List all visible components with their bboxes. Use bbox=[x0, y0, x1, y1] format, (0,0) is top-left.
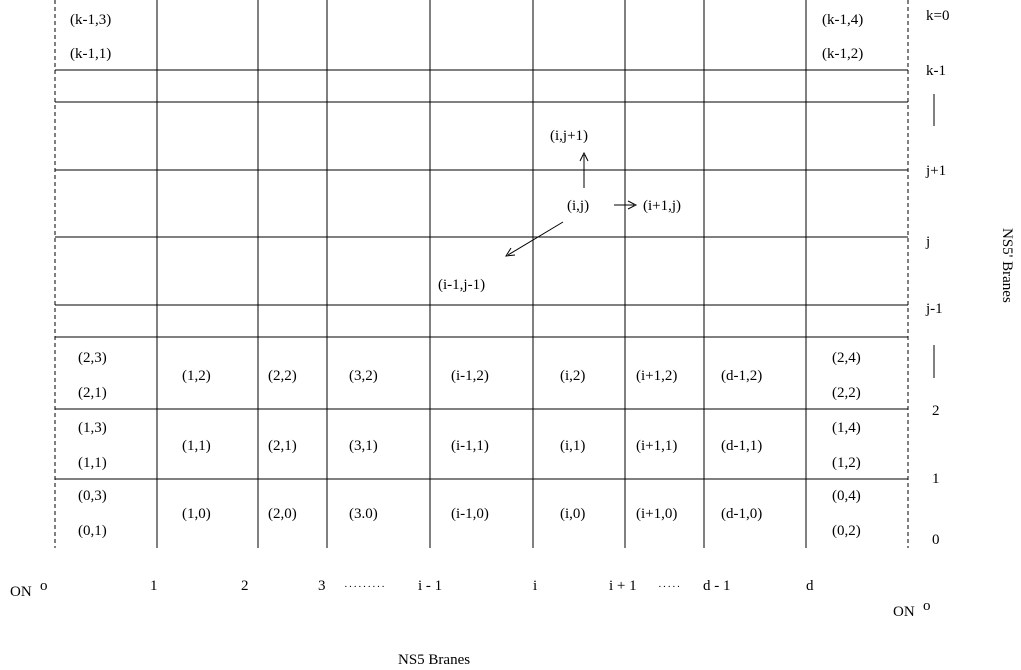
cell: (1,1) bbox=[182, 438, 211, 454]
cell: (i-1,1) bbox=[451, 438, 489, 454]
col-label-im1: i - 1 bbox=[418, 578, 442, 594]
cell: (d-1,1) bbox=[721, 438, 762, 454]
row-1: (1,3) (1,1) (1,1) (2,1) (3,1) (i-1,1) (i… bbox=[78, 420, 861, 471]
col-label-dm1: d - 1 bbox=[703, 578, 731, 594]
cell: (i+1,0) bbox=[636, 506, 677, 522]
arrow-up-icon bbox=[579, 151, 589, 188]
col-label-i: i bbox=[533, 578, 537, 594]
arrow-down-left-icon bbox=[505, 221, 564, 257]
cell-top-right-upper: (k-1,4) bbox=[822, 12, 863, 28]
cell: (0,2) bbox=[832, 523, 861, 539]
cell: (2,1) bbox=[78, 385, 107, 401]
cell: (i,2) bbox=[560, 368, 585, 384]
row-labels: k=0 k-1 j+1 j j-1 2 1 0 bbox=[925, 8, 949, 548]
row-label-jp1: j+1 bbox=[925, 163, 946, 179]
vertical-grid-lines bbox=[156, 0, 807, 548]
column-labels: ON o 1 2 3 ········· i - 1 i i + 1 ·····… bbox=[10, 578, 931, 620]
cell-right-upper: (1,4) bbox=[832, 420, 861, 436]
cell: (1,2) bbox=[832, 455, 861, 471]
cell: (3.0) bbox=[349, 506, 378, 522]
row-label-1: 1 bbox=[932, 471, 940, 487]
row-label-2: 2 bbox=[932, 403, 940, 419]
cell-right-upper: (0,4) bbox=[832, 488, 861, 504]
node-up: (i,j+1) bbox=[550, 128, 588, 144]
cell-left-upper: (2,3) bbox=[78, 350, 107, 366]
row-label-jm1: j-1 bbox=[925, 301, 943, 317]
row-label-0: 0 bbox=[932, 532, 940, 548]
row-label-k0: k=0 bbox=[926, 8, 949, 24]
right-axis-title: NS5' Branes bbox=[999, 228, 1015, 303]
cell-right-upper: (2,4) bbox=[832, 350, 861, 366]
col-label-ip1: i + 1 bbox=[609, 578, 637, 594]
cell: (2,0) bbox=[268, 506, 297, 522]
node-right: (i+1,j) bbox=[643, 198, 681, 214]
cell-top-right-lower: (k-1,2) bbox=[822, 46, 863, 62]
cell: (i,1) bbox=[560, 438, 585, 454]
on-left-label: ON bbox=[10, 584, 32, 600]
col-dots-1: ········· bbox=[344, 581, 386, 593]
cell: (3,2) bbox=[349, 368, 378, 384]
node-center: (i,j) bbox=[567, 198, 589, 214]
cell: (i,0) bbox=[560, 506, 585, 522]
row-label-km1: k-1 bbox=[926, 63, 946, 79]
node-down-left: (i-1,j-1) bbox=[438, 277, 485, 293]
cell: (d-1,2) bbox=[721, 368, 762, 384]
row-0: (0,3) (0,1) (1,0) (2,0) (3.0) (i-1,0) (i… bbox=[78, 488, 861, 539]
col-label-d: d bbox=[806, 578, 814, 594]
col-label-3: 3 bbox=[318, 578, 326, 594]
cell-left-upper: (0,3) bbox=[78, 488, 107, 504]
on-right-label: ON bbox=[893, 604, 915, 620]
row-label-j: j bbox=[925, 234, 930, 250]
on-right-superscript: o bbox=[923, 598, 931, 614]
cell: (i-1,0) bbox=[451, 506, 489, 522]
col-label-2: 2 bbox=[241, 578, 249, 594]
on-left-superscript: o bbox=[40, 578, 48, 594]
col-label-1: 1 bbox=[150, 578, 158, 594]
col-dots-2: ····· bbox=[658, 581, 681, 593]
cell: (1,1) bbox=[78, 455, 107, 471]
arrow-right-icon bbox=[614, 200, 638, 210]
bottom-axis-title: NS5 Branes bbox=[398, 652, 470, 668]
cell: (2,2) bbox=[268, 368, 297, 384]
cell: (2,1) bbox=[268, 438, 297, 454]
cell: (i-1,2) bbox=[451, 368, 489, 384]
cell: (1,2) bbox=[182, 368, 211, 384]
cell-top-left-upper: (k-1,3) bbox=[70, 12, 111, 28]
cell-top-left-lower: (k-1,1) bbox=[70, 46, 111, 62]
cell: (i+1,2) bbox=[636, 368, 677, 384]
horizontal-grid-lines bbox=[55, 69, 908, 480]
cell: (0,1) bbox=[78, 523, 107, 539]
cell: (d-1,0) bbox=[721, 506, 762, 522]
cell-left-upper: (1,3) bbox=[78, 420, 107, 436]
cell: (1,0) bbox=[182, 506, 211, 522]
row-2: (2,3) (2,1) (1,2) (2,2) (3,2) (i-1,2) (i… bbox=[78, 350, 861, 401]
cell: (3,1) bbox=[349, 438, 378, 454]
cell: (2,2) bbox=[832, 385, 861, 401]
cell: (i+1,1) bbox=[636, 438, 677, 454]
